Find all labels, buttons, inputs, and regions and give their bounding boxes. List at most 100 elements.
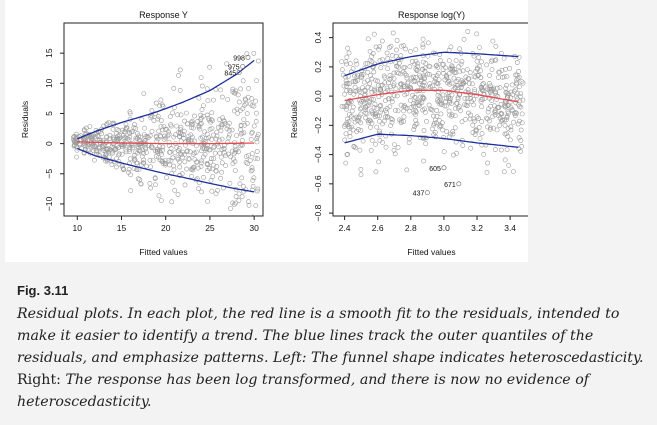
residual-point	[199, 158, 204, 164]
residual-point	[235, 92, 241, 98]
residual-point	[180, 149, 186, 155]
residual-point	[249, 130, 254, 136]
residual-point	[389, 120, 395, 125]
caption-segment: Right:	[17, 372, 66, 388]
residual-point	[157, 148, 162, 154]
residual-point	[343, 83, 349, 89]
residual-point	[208, 156, 214, 161]
residual-point	[177, 146, 182, 151]
residual-point	[461, 36, 467, 42]
residual-point	[401, 119, 406, 124]
residual-point	[177, 151, 183, 156]
residual-point	[379, 38, 385, 44]
residual-point	[343, 131, 349, 137]
residual-point	[485, 109, 491, 115]
y-tick-label: 0	[44, 141, 54, 146]
residual-point	[244, 111, 250, 117]
residual-point	[498, 111, 504, 117]
residual-point	[485, 160, 490, 166]
residual-point	[425, 40, 431, 46]
residual-point	[174, 123, 179, 129]
residual-point	[409, 59, 415, 64]
residual-point	[514, 81, 520, 87]
residual-point	[427, 106, 433, 112]
residual-point	[253, 98, 258, 104]
residual-point	[478, 99, 484, 104]
residual-point	[343, 59, 349, 65]
outlier-point	[240, 63, 246, 69]
residual-point	[148, 115, 154, 121]
residual-point	[162, 126, 168, 132]
residual-point	[170, 179, 176, 185]
residual-point	[255, 131, 261, 137]
outlier-label: 671	[444, 182, 456, 189]
residual-point	[462, 116, 468, 122]
residual-point	[131, 158, 137, 163]
residual-point	[136, 142, 142, 147]
residual-point	[406, 84, 412, 90]
residual-point	[365, 118, 371, 124]
residual-point	[390, 30, 396, 36]
residual-point	[177, 172, 183, 178]
y-axis-label: Residuals	[20, 101, 30, 138]
residual-point	[134, 136, 140, 141]
residual-point	[230, 86, 236, 92]
residual-point	[371, 31, 377, 37]
residual-point	[241, 188, 247, 194]
residual-point	[233, 194, 239, 199]
residual-point	[198, 164, 204, 170]
residual-point	[132, 122, 137, 127]
residual-point	[454, 150, 459, 156]
residual-point	[346, 119, 352, 124]
residual-point	[459, 119, 465, 125]
residual-point	[492, 147, 498, 152]
residual-point	[402, 92, 408, 98]
residual-point	[389, 53, 395, 58]
residual-point	[479, 119, 484, 124]
residual-point	[343, 78, 349, 84]
residual-point	[381, 73, 387, 79]
residual-point	[103, 152, 108, 158]
residual-point	[212, 150, 218, 156]
residual-point	[479, 85, 484, 91]
residual-point	[387, 73, 393, 78]
residual-point	[163, 135, 169, 141]
lower-quantile-line	[344, 133, 519, 148]
residual-point	[239, 137, 245, 143]
residual-point	[232, 140, 237, 145]
y-tick-label: −5	[44, 169, 54, 179]
residual-point	[152, 182, 158, 188]
residual-point	[489, 114, 495, 120]
residual-point	[349, 108, 355, 114]
residual-point	[171, 85, 177, 91]
residual-point	[347, 87, 353, 93]
residual-point	[142, 137, 148, 143]
residual-point	[169, 199, 175, 205]
residual-point	[240, 106, 246, 112]
residual-point	[341, 104, 347, 110]
residual-point	[249, 129, 255, 135]
residual-point	[144, 150, 149, 155]
residual-point	[161, 124, 167, 129]
outlier-label: 605	[429, 166, 441, 173]
residual-point	[238, 123, 244, 129]
residual-point	[213, 136, 219, 142]
residual-point	[236, 191, 242, 197]
residual-point	[418, 79, 424, 84]
residual-point	[352, 145, 358, 151]
caption-segment: The response has been log transformed, a…	[17, 372, 589, 410]
residual-point	[223, 163, 228, 168]
residual-point	[204, 161, 210, 166]
residual-point	[113, 164, 119, 170]
residual-point	[430, 83, 436, 89]
residual-point	[192, 157, 198, 162]
residual-point	[459, 59, 465, 64]
residual-point	[197, 126, 203, 132]
residual-point	[386, 45, 392, 50]
residual-point	[137, 177, 143, 182]
residual-point	[437, 124, 443, 130]
residual-point	[339, 59, 345, 64]
residual-point	[218, 154, 224, 160]
residual-point	[453, 58, 459, 63]
residual-point	[468, 145, 474, 151]
